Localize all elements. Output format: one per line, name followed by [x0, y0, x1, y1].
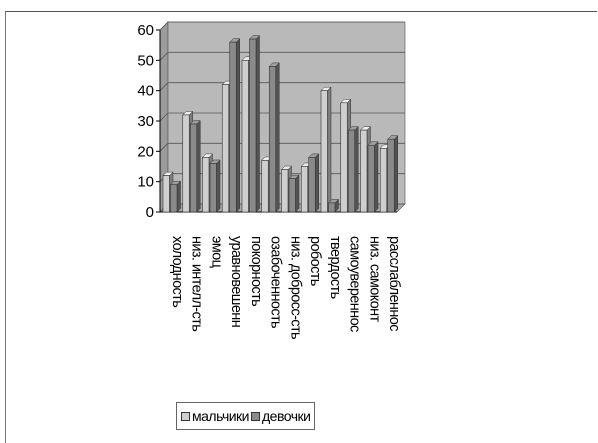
- x-tick-label: холодность: [169, 236, 185, 307]
- y-tick-label: 10: [137, 174, 154, 191]
- legend-swatch-boys: [181, 411, 190, 421]
- bar-side-girls: [295, 174, 300, 213]
- legend-label-girls: девочки: [262, 408, 311, 424]
- bar-girls: [387, 138, 395, 213]
- bar-girls: [249, 38, 257, 213]
- x-tick-label: покорность: [248, 236, 264, 306]
- bar-girls: [268, 66, 277, 213]
- bar-boys: [300, 166, 309, 213]
- x-tick-label: эмоц: [208, 236, 224, 268]
- y-tick-label: 60: [137, 22, 154, 39]
- x-tick-label: низ. самоконт: [366, 236, 382, 323]
- bar-boys: [162, 175, 170, 213]
- bar-girls: [328, 202, 336, 213]
- y-tick-label: 50: [137, 52, 154, 69]
- legend-swatch-girls: [251, 411, 260, 421]
- bar-girls: [189, 123, 198, 213]
- bar-boys: [202, 157, 210, 213]
- chart-legend: мальчики девочки: [176, 402, 316, 430]
- y-tick-label: 40: [137, 83, 154, 100]
- bar-side-girls: [315, 153, 319, 213]
- legend-item-boys: мальчики: [181, 408, 250, 424]
- legend-label-boys: мальчики: [192, 408, 250, 424]
- y-tick-label: 0: [146, 204, 154, 221]
- bar-side-girls: [176, 180, 181, 213]
- bar-side-girls: [275, 62, 280, 213]
- bar-boys: [281, 169, 289, 213]
- bar-boys: [221, 84, 230, 213]
- bar-side-girls: [196, 119, 201, 213]
- gridline: [159, 82, 405, 91]
- x-tick-label: расслабленнос: [386, 236, 402, 331]
- bar-side-girls: [394, 135, 398, 213]
- x-tick-label: низ. добросс-сть: [287, 236, 303, 339]
- bar-boys: [261, 160, 269, 213]
- bar-side-girls: [354, 125, 359, 213]
- bar-boys: [182, 114, 190, 213]
- y-tick-label: 30: [137, 113, 154, 130]
- bar-girls: [347, 129, 356, 213]
- bar-boys: [360, 129, 368, 213]
- bar-boys: [241, 60, 249, 213]
- y-tick-label: 20: [137, 143, 154, 160]
- x-tick-label: озабоченность: [268, 236, 284, 328]
- bar-boys: [379, 148, 388, 213]
- bar-side-boys: [327, 86, 332, 213]
- bar-girls: [170, 184, 178, 213]
- x-tick-label: уравновешенн: [228, 236, 244, 327]
- legend-item-girls: девочки: [251, 408, 311, 424]
- bar-girls: [288, 178, 296, 213]
- bar-side-girls: [236, 38, 240, 213]
- x-tick-label: низ. интелл-сть: [189, 236, 205, 331]
- bar-girls: [367, 144, 375, 213]
- bar-side-girls: [374, 141, 379, 213]
- bar-girls: [209, 163, 217, 213]
- bar-side-girls: [216, 159, 221, 213]
- gridline: [159, 21, 405, 31]
- bar-girls: [229, 41, 237, 213]
- x-tick-label: твердость: [327, 236, 343, 299]
- x-tick-label: самоувереннос: [347, 236, 363, 332]
- bar-side-girls: [255, 34, 260, 213]
- x-tick-label: робость: [307, 236, 323, 286]
- chart-frame: [5, 11, 597, 443]
- bar-boys: [320, 90, 328, 213]
- bar-girls: [308, 157, 316, 213]
- bar-boys: [340, 102, 348, 213]
- gridline: [159, 51, 405, 61]
